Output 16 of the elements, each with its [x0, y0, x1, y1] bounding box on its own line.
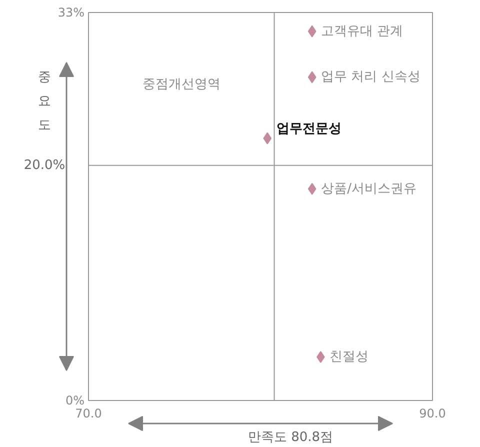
x-tick-label: 70.0	[75, 406, 102, 420]
x-axis-title: 만족도 80.8점	[248, 430, 334, 445]
annotation: 중점개선영역	[142, 76, 220, 92]
series-label: 업무전문성	[276, 121, 342, 136]
series-label: 상품/서비스권유	[321, 181, 416, 196]
point	[308, 182, 316, 195]
x-tick-label: 90.0	[419, 406, 446, 420]
series-label: 친절성	[330, 349, 369, 364]
series-label: 업무 처리 신속성	[321, 70, 420, 85]
series-label: 고객유대 관계	[321, 24, 404, 39]
text: 중요도 20.0%	[24, 70, 66, 173]
y-tick-label: 33%	[58, 6, 84, 20]
point	[308, 71, 316, 84]
y-tick-label: 0%	[65, 394, 85, 408]
point	[263, 132, 272, 144]
point	[308, 25, 316, 38]
